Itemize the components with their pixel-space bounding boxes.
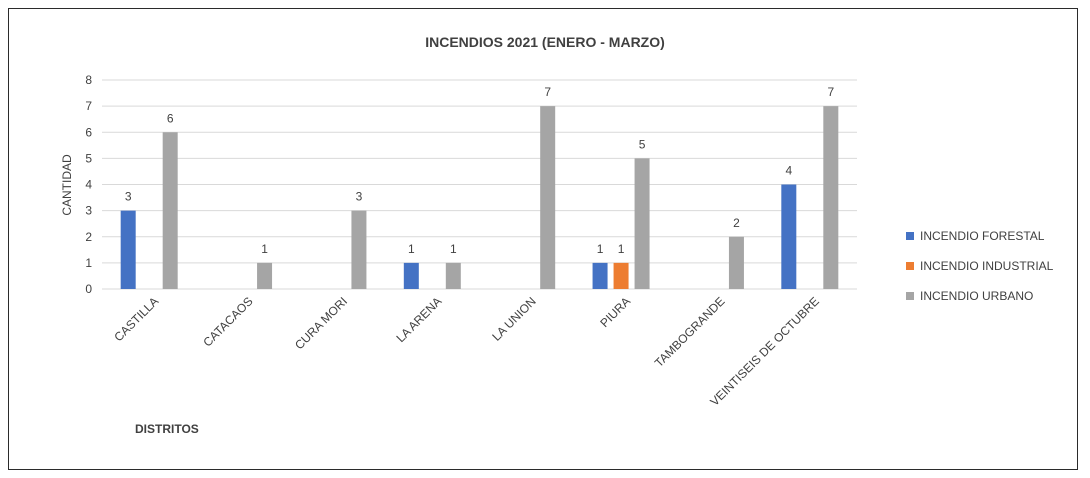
y-tick-label: 5: [85, 151, 92, 165]
bar-incendio-forestal-7: [781, 184, 797, 289]
x-category-label: TAMBOGRANDE: [652, 294, 728, 370]
data-label: 1: [408, 242, 415, 256]
y-axis-title: CANTIDAD: [60, 154, 74, 216]
data-label: 1: [450, 242, 457, 256]
y-tick-label: 6: [85, 125, 92, 139]
data-label: 7: [827, 85, 834, 99]
y-tick-label: 1: [85, 256, 92, 270]
legend-swatch: [906, 232, 914, 240]
data-label: 4: [785, 164, 792, 178]
bar-incendio-urbano-4: [540, 106, 556, 289]
legend-swatch: [906, 292, 914, 300]
legend-label: INCENDIO INDUSTRIAL: [920, 259, 1054, 273]
x-category-label: PIURA: [597, 294, 633, 330]
bar-incendio-forestal-5: [592, 262, 608, 289]
bar-incendio-urbano-5: [634, 158, 650, 289]
x-category-label: LA ARENA: [394, 294, 445, 345]
bar-incendio-industrial-5: [613, 262, 629, 289]
data-label: 3: [356, 190, 363, 204]
data-label: 1: [261, 242, 268, 256]
bar-incendio-urbano-3: [445, 262, 461, 289]
x-axis-categories: CASTILLA CATACAOS CURA MORI LA ARENA LA UNIO…: [111, 294, 822, 409]
y-tick-label: 0: [85, 282, 92, 296]
x-category-label: CURA MORI: [292, 294, 350, 352]
chart-title: INCENDIOS 2021 (ENERO - MARZO): [425, 34, 665, 50]
y-tick-label: 3: [85, 204, 92, 218]
x-category-label: VEINTISEIS DE OCTUBRE: [707, 294, 822, 409]
legend-label: INCENDIO URBANO: [920, 289, 1033, 303]
data-label: 3: [125, 190, 132, 204]
x-category-label: CATACAOS: [200, 294, 255, 349]
data-label: 1: [618, 242, 625, 256]
data-label: 5: [639, 137, 646, 151]
data-label: 1: [597, 242, 604, 256]
bar-incendio-urbano-2: [351, 210, 367, 289]
y-axis-ticks: 0 1 2 3 4 5 6 7 8: [85, 73, 92, 296]
y-tick-label: 4: [85, 178, 92, 192]
bar-incendio-urbano-7: [823, 106, 839, 289]
legend-label: INCENDIO FORESTAL: [920, 229, 1045, 243]
x-category-label: CASTILLA: [111, 294, 161, 344]
x-axis-title: DISTRITOS: [135, 422, 199, 436]
bar-incendio-urbano-0: [162, 132, 178, 289]
data-label: 6: [167, 111, 174, 125]
legend-swatch: [906, 262, 914, 270]
data-label: 7: [544, 85, 551, 99]
x-category-label: LA UNION: [489, 294, 539, 344]
y-tick-label: 2: [85, 230, 92, 244]
bar-incendio-urbano-6: [728, 236, 744, 289]
legend: INCENDIO FORESTAL INCENDIO INDUSTRIAL INCE…: [906, 229, 1054, 303]
bars: [120, 106, 839, 289]
bar-incendio-forestal-3: [403, 262, 419, 289]
y-tick-label: 8: [85, 73, 92, 87]
bar-incendio-urbano-1: [257, 262, 273, 289]
y-tick-label: 7: [85, 99, 92, 113]
data-label: 2: [733, 216, 740, 230]
bar-incendio-forestal-0: [120, 210, 136, 289]
